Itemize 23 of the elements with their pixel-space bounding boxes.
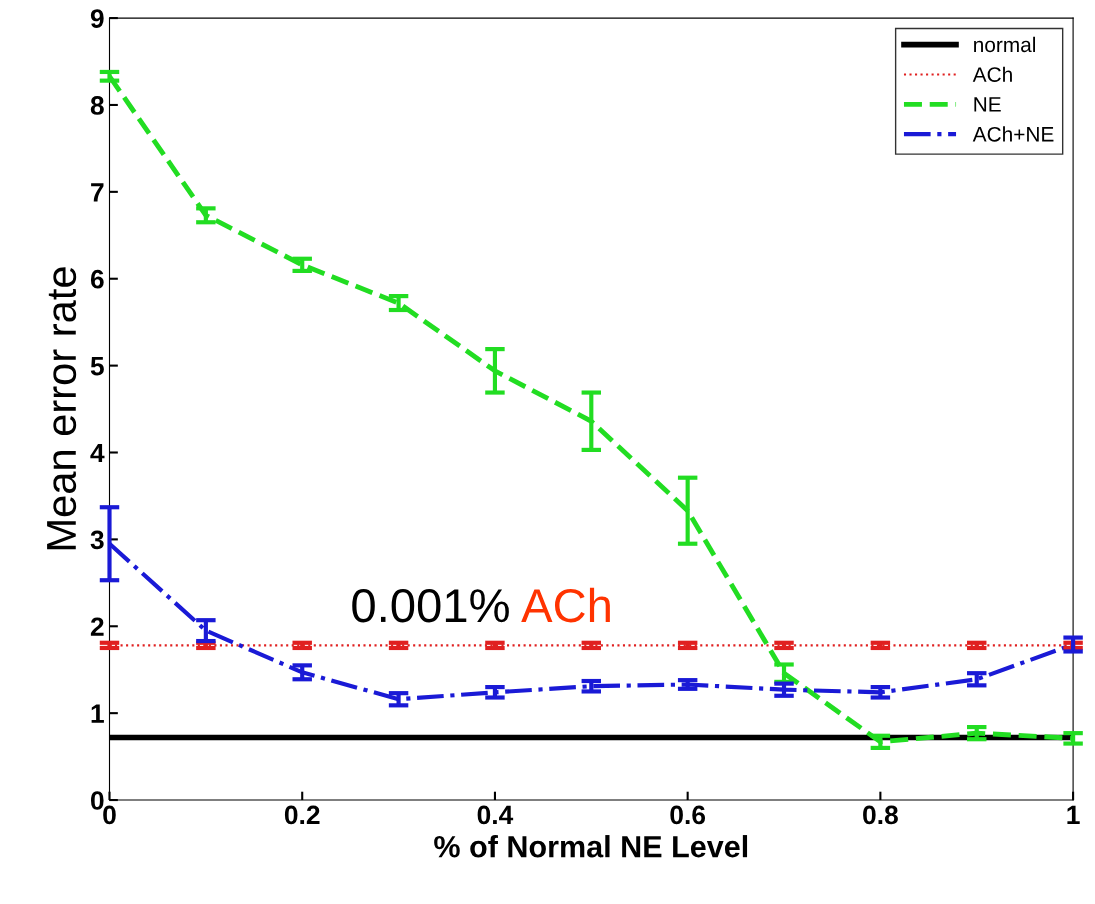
y-axis-title: Mean error rate [47, 267, 77, 550]
x-tick-label: 0.6 [670, 805, 706, 825]
x-axis-title: % of Normal NE Level [434, 835, 748, 858]
y-tick-label: 3 [90, 530, 104, 550]
y-tick-label: 1 [91, 704, 104, 723]
legend-label: ACh+NE [972, 126, 1054, 142]
y-tick-label: 6 [90, 269, 104, 289]
annotation: ACh [521, 587, 610, 623]
legend-label: normal [974, 36, 1035, 53]
legend-label: ACh [972, 66, 1012, 82]
annotation: 0.001% [352, 588, 509, 623]
legend-label: NE [974, 97, 1001, 112]
y-tick-label: 9 [90, 9, 104, 28]
y-tick-label: 8 [90, 96, 104, 115]
y-tick-label: 2 [90, 617, 104, 636]
x-tick-label: 0.2 [284, 805, 320, 825]
x-tick-label: 0.8 [863, 805, 898, 825]
x-tick-label: 0.4 [477, 805, 514, 825]
x-tick-label: 1 [1067, 805, 1080, 825]
y-tick-label: 5 [90, 357, 104, 376]
y-tick-label: 7 [91, 183, 104, 202]
y-tick-label: 0 [91, 791, 104, 810]
y-tick-label: 4 [90, 443, 105, 463]
